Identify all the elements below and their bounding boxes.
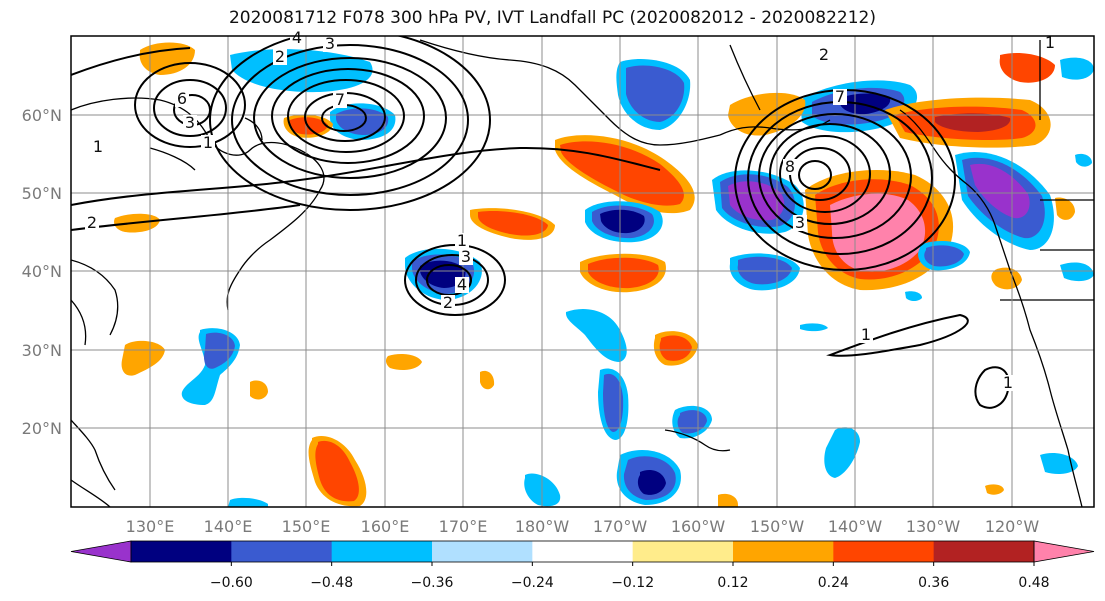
contour-label-bg xyxy=(85,215,99,231)
contour-label: 3 xyxy=(325,34,335,53)
contour-label-bg xyxy=(1043,35,1057,51)
contour-label-bg xyxy=(455,233,469,249)
colorbar-extend-min xyxy=(70,540,132,563)
contour-label: 1 xyxy=(93,137,103,156)
contour-label: 3 xyxy=(461,247,471,266)
latitude-label: 60°N xyxy=(22,106,62,125)
longitude-label: 180°W xyxy=(515,517,570,536)
longitude-label: 160°E xyxy=(361,517,410,536)
longitude-label: 140°E xyxy=(204,517,253,536)
colorbar-tick-labels: −0.60 −0.48 −0.36 −0.24 −0.12 0.12 0.24 0.36 0.4… xyxy=(210,562,1050,591)
contour-label-bg xyxy=(455,277,469,293)
colorbar xyxy=(70,540,1095,563)
latitude-label: 50°N xyxy=(22,184,62,203)
contour-label-bg xyxy=(323,36,337,52)
colorbar-outline xyxy=(130,540,1035,563)
contour-label-bg xyxy=(201,135,215,151)
contour-label: 1 xyxy=(203,133,213,152)
colorbar-segment xyxy=(331,541,433,562)
contour-label-bg xyxy=(290,30,304,46)
shading-layer xyxy=(114,42,1094,507)
contour-label: 4 xyxy=(457,275,467,294)
contour-label-bg xyxy=(459,249,473,265)
colorbar-extend-max xyxy=(1033,540,1095,563)
colorbar-segment xyxy=(532,541,634,562)
contour-label-bg xyxy=(817,47,831,63)
contour-label-bg xyxy=(783,159,797,175)
colorbar-tick-label: −0.48 xyxy=(310,575,353,591)
colorbar-tick-label: −0.60 xyxy=(210,575,253,591)
contour-label: 1 xyxy=(1045,33,1055,52)
contour-label-bg xyxy=(273,49,287,65)
contour-label: 7 xyxy=(335,90,345,109)
latitude-label: 40°N xyxy=(22,262,62,281)
contour-label-bg xyxy=(793,215,807,231)
longitude-label: 170°W xyxy=(593,517,648,536)
contour-label: 1 xyxy=(1003,373,1013,392)
colorbar-segment xyxy=(833,541,935,562)
colorbar-tick-label: 0.12 xyxy=(717,575,748,591)
contour-label-bg xyxy=(441,295,455,311)
longitude-label: 130°W xyxy=(906,517,961,536)
contour-label-bg xyxy=(175,91,189,107)
latitude-label: 30°N xyxy=(22,341,62,360)
colorbar-tick-label: 0.36 xyxy=(918,575,949,591)
contour-label-bg xyxy=(859,327,873,343)
contour-label-bg xyxy=(1001,375,1015,391)
contour-label: 2 xyxy=(819,45,829,64)
contour-label: 2 xyxy=(443,293,453,312)
contour-label-bg xyxy=(833,89,847,105)
contour-label-bg xyxy=(91,139,105,155)
contour-label-bg xyxy=(333,92,347,108)
contour-label: 3 xyxy=(795,213,805,232)
contour-label: 6 xyxy=(177,89,187,108)
longitude-labels: 130°E 140°E 150°E 160°E 170°E 180°W 170°W 160°W… xyxy=(126,517,1040,536)
colorbar-tick-label: −0.36 xyxy=(411,575,454,591)
contour-label: 1 xyxy=(457,231,467,250)
gridlines xyxy=(71,36,1094,507)
colorbar-segment xyxy=(632,541,734,562)
colorbar-segment xyxy=(131,541,232,562)
colorbar-tick-label: 0.48 xyxy=(1018,575,1049,591)
coastline-layer xyxy=(71,39,1094,507)
colorbar-segment xyxy=(733,541,834,562)
colorbar-tick-label: −0.24 xyxy=(511,575,554,591)
contour-label: 1 xyxy=(861,325,871,344)
contour-label: 2 xyxy=(275,47,285,66)
longitude-label: 120°W xyxy=(985,517,1040,536)
longitude-label: 130°E xyxy=(126,517,175,536)
colorbar-segment xyxy=(933,541,1035,562)
contour-label: 3 xyxy=(185,113,195,132)
map-title: 2020081712 F078 300 hPa PV, IVT Landfall… xyxy=(228,8,876,28)
contour-label: 4 xyxy=(292,28,302,47)
contour-label: 7 xyxy=(835,87,845,106)
colorbar-tick-label: −0.12 xyxy=(611,575,654,591)
longitude-label: 160°W xyxy=(671,517,726,536)
latitude-labels: 60°N 50°N 40°N 30°N 20°N xyxy=(22,106,62,438)
longitude-label: 150°W xyxy=(750,517,805,536)
map-frame xyxy=(70,35,1095,508)
longitude-label: 140°W xyxy=(828,517,883,536)
longitude-label: 150°E xyxy=(282,517,331,536)
colorbar-segment xyxy=(231,541,333,562)
colorbar-segment xyxy=(432,541,533,562)
colorbar-tick-label: 0.24 xyxy=(818,575,849,591)
contour-label: 2 xyxy=(87,213,97,232)
longitude-label: 170°E xyxy=(439,517,488,536)
contour-label-bg xyxy=(183,115,197,131)
latitude-label: 20°N xyxy=(22,419,62,438)
contour-label: 8 xyxy=(785,157,795,176)
